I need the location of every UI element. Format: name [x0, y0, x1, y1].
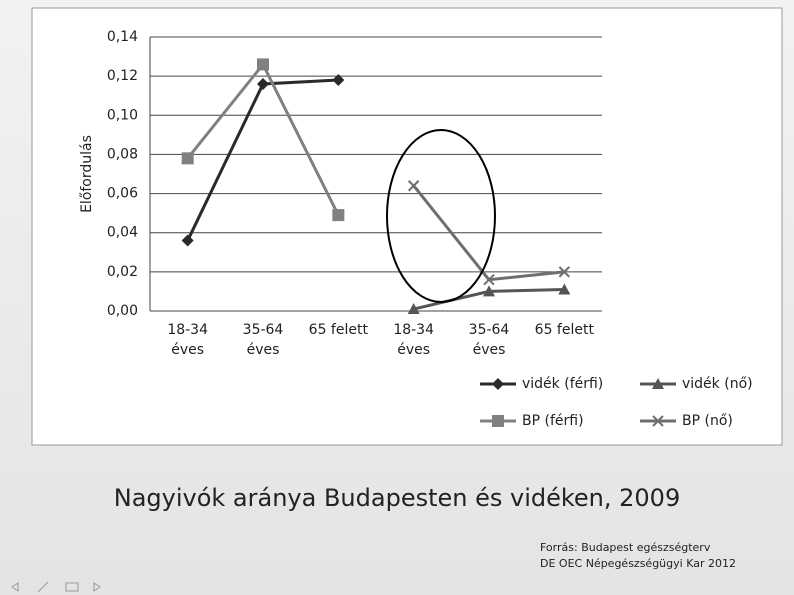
source-line: DE OEC Népegészségügyi Kar 2012 — [540, 557, 736, 570]
marker — [181, 234, 194, 247]
marker — [483, 273, 495, 286]
x-tick-label: 18-34 éves — [393, 322, 434, 358]
marker — [492, 378, 504, 390]
y-tick-label: 0,14 — [107, 29, 138, 45]
marker — [652, 378, 664, 389]
nav-icons[interactable] — [11, 581, 101, 593]
marker — [181, 152, 194, 165]
x-tick-label: 65 felett — [534, 322, 594, 338]
marker — [558, 283, 571, 295]
legend: vidék (férfi) vidék (nő) BP (férfi) BP (nő) — [480, 376, 753, 429]
marker — [257, 58, 269, 71]
marker — [407, 180, 420, 192]
marker — [407, 303, 420, 315]
x-tick-label: 65 felett — [308, 322, 368, 338]
chart-frame — [31, 7, 783, 446]
legend-label: vidék (férfi) — [522, 376, 603, 392]
source-line: Forrás: Budapest egészségterv — [540, 541, 711, 554]
slide-title: Nagyivók aránya Budapesten és vidéken, 2… — [113, 484, 681, 512]
y-tick-label: 0,10 — [107, 107, 138, 123]
menu-icon[interactable] — [65, 582, 79, 592]
y-axis-label: Előfordulás — [79, 135, 95, 213]
highlight-ellipse — [386, 129, 496, 303]
legend-label: vidék (nő) — [682, 376, 753, 392]
marker — [492, 415, 504, 427]
y-tick-label: 0,02 — [107, 264, 138, 280]
y-tick-label: 0,04 — [107, 225, 138, 241]
pen-icon[interactable] — [37, 581, 49, 593]
marker — [257, 77, 269, 90]
x-tick-label: 35-64 éves — [468, 322, 510, 358]
marker — [332, 74, 345, 87]
y-tick-label: 0,08 — [107, 146, 138, 162]
x-tick-label: 35-64 éves — [242, 322, 284, 358]
marker — [332, 209, 345, 222]
marker — [652, 415, 664, 427]
y-tick-label: 0,00 — [107, 303, 138, 319]
marker — [483, 285, 495, 297]
y-tick-label: 0,12 — [107, 68, 138, 84]
legend-label: BP (férfi) — [522, 413, 584, 429]
legend-label: BP (nő) — [682, 413, 733, 429]
prev-icon[interactable] — [11, 582, 19, 592]
marker — [558, 266, 571, 278]
y-tick-label: 0,06 — [107, 186, 138, 202]
next-icon[interactable] — [93, 582, 101, 592]
x-tick-label: 18-34 éves — [167, 322, 208, 358]
